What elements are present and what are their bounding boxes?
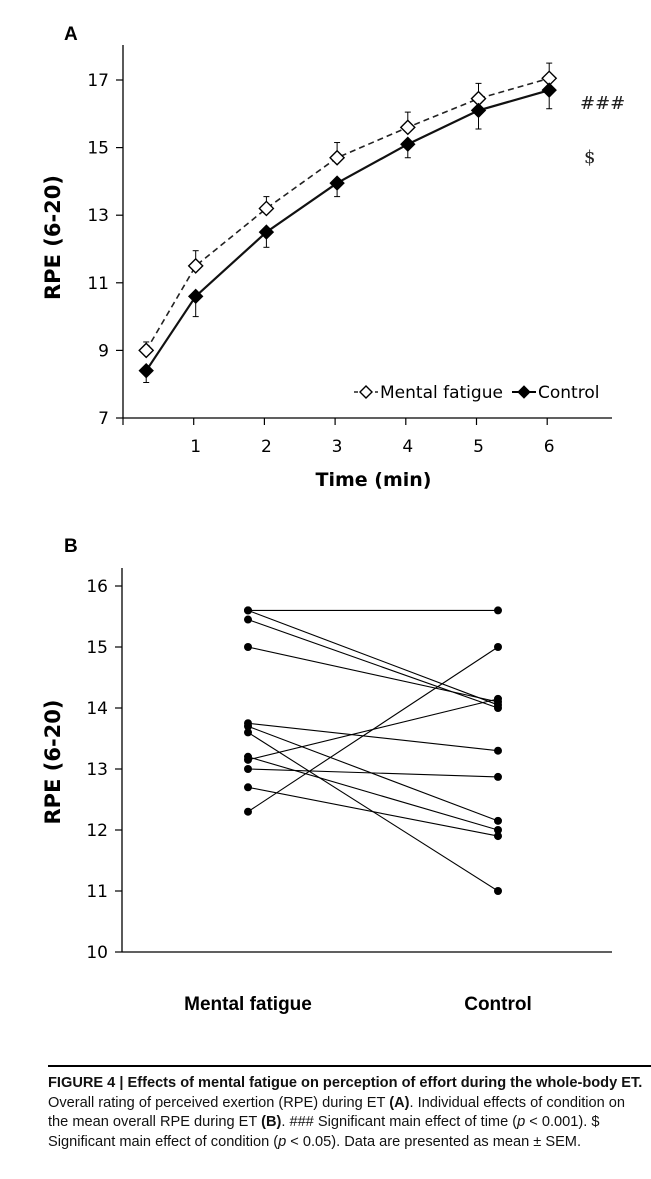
point-mental-fatigue [399,119,416,136]
panel-b-y-axis-title: RPE (6-20) [41,700,65,825]
participant-line [247,646,499,703]
panel-b: B 10 11 12 13 14 15 16 RPE (6-20) Mental fatigue C… [0,528,651,1048]
participant-line [247,756,499,831]
panel-a-y-tick-label: 7 [98,409,109,429]
caption-ref-b: (B) [261,1114,282,1131]
participant-line [247,768,499,778]
panel-a-letter: A [64,24,78,45]
point-mental-fatigue [244,728,252,737]
panel-b-y-tick-label: 12 [86,821,108,841]
participant-line [247,609,499,706]
participant-line [247,646,499,813]
participant-line [247,725,499,822]
panel-a-y-tick-label: 9 [98,341,109,361]
panel-b-chart: B 10 11 12 13 14 15 16 RPE (6-20) Mental fatigue C… [41,536,612,1015]
point-mental-fatigue [244,722,252,731]
point-control [470,102,487,119]
point-control [494,704,502,712]
point-control [258,224,275,240]
panel-a-y-axis-title: RPE (6-20) [41,175,65,300]
point-control [494,746,502,755]
panel-a-x-tick-label: 3 [332,437,343,457]
panel-a: A 7 9 11 13 15 17 1 2 3 4 5 6 RPE (6-20) Time (min) ###… [0,0,651,505]
legend-marker-control [517,385,531,399]
point-control [494,816,502,825]
point-control [187,288,204,305]
caption-p-symbol-1: p [517,1114,526,1131]
point-control [541,82,557,98]
caption-text-3: . ### Significant main effect of time ( [281,1114,518,1131]
panel-a-x-tick-label: 4 [402,437,413,457]
point-control [494,772,502,781]
panel-a-y-tick-label: 11 [87,274,109,294]
panel-b-y-tick-label: 15 [86,638,108,658]
point-mental-fatigue [244,643,252,651]
panel-a-x-tick-label: 6 [544,437,555,457]
point-mental-fatigue [138,342,155,359]
point-control [494,694,502,703]
panel-a-y-tick-label: 17 [87,71,109,91]
participant-line [247,619,499,709]
point-control [138,362,154,379]
panel-a-x-tick-label: 2 [261,437,272,457]
point-mental-fatigue [329,149,346,166]
point-control [494,826,502,834]
caption-text-4: < 0.001). $ Significant main effect of c… [48,1114,600,1150]
point-control [400,136,416,152]
point-control [494,606,502,615]
panel-a-y-tick-label: 15 [87,139,109,159]
point-control [494,887,502,895]
panel-b-y-tick-label: 13 [86,760,108,780]
point-control [494,832,502,841]
point-mental-fatigue [244,783,252,792]
point-control [329,175,345,191]
panel-b-y-tick-label: 14 [86,699,108,719]
point-mental-fatigue [244,606,252,615]
panel-b-letter: B [64,536,78,557]
annotation-condition-effect: $ [584,147,595,168]
caption-p-symbol-2: p [278,1133,287,1150]
panel-b-y-tick-label: 11 [86,882,108,902]
point-mental-fatigue [258,200,275,217]
panel-b-y-tick-label: 16 [86,577,108,597]
panel-a-x-axis-title: Time (min) [316,469,432,491]
legend-label-mental-fatigue: Mental fatigue [380,383,503,403]
legend-label-control: Control [538,383,599,403]
panel-b-y-tick-label: 10 [86,943,108,963]
point-mental-fatigue [244,807,252,816]
series-line-control [145,89,550,372]
figure-caption: FIGURE 4 | Effects of mental fatigue on … [48,1074,644,1152]
point-mental-fatigue [244,752,252,761]
panel-a-y-tick-label: 13 [87,206,109,226]
series-line-mental-fatigue [145,77,550,351]
caption-text-1: Overall rating of perceived exertion (RP… [48,1094,390,1111]
category-label-control: Control [464,994,532,1015]
category-label-mental-fatigue: Mental fatigue [184,994,312,1015]
point-mental-fatigue [187,257,204,274]
caption-figure-label: FIGURE 4 | Effects of mental fatigue on … [48,1075,643,1091]
participant-line [247,786,499,837]
caption-divider [48,1065,651,1067]
caption-text-2: . Individual effects of condition on the… [48,1094,626,1131]
point-control [494,643,502,651]
point-mental-fatigue [244,765,252,773]
point-mental-fatigue [244,615,252,624]
caption-text-5: < 0.05). Data are presented as mean ± SE… [286,1133,582,1150]
participant-line [247,722,499,752]
legend-marker-mental-fatigue [359,385,373,399]
panel-a-chart: A 7 9 11 13 15 17 1 2 3 4 5 6 RPE (6-20) Time (min) ###… [41,24,625,491]
panel-a-x-tick-label: 5 [473,437,484,457]
panel-a-x-tick-label: 1 [190,437,201,457]
caption-ref-a: (A) [389,1094,410,1111]
annotation-time-effect: ### [580,93,625,114]
